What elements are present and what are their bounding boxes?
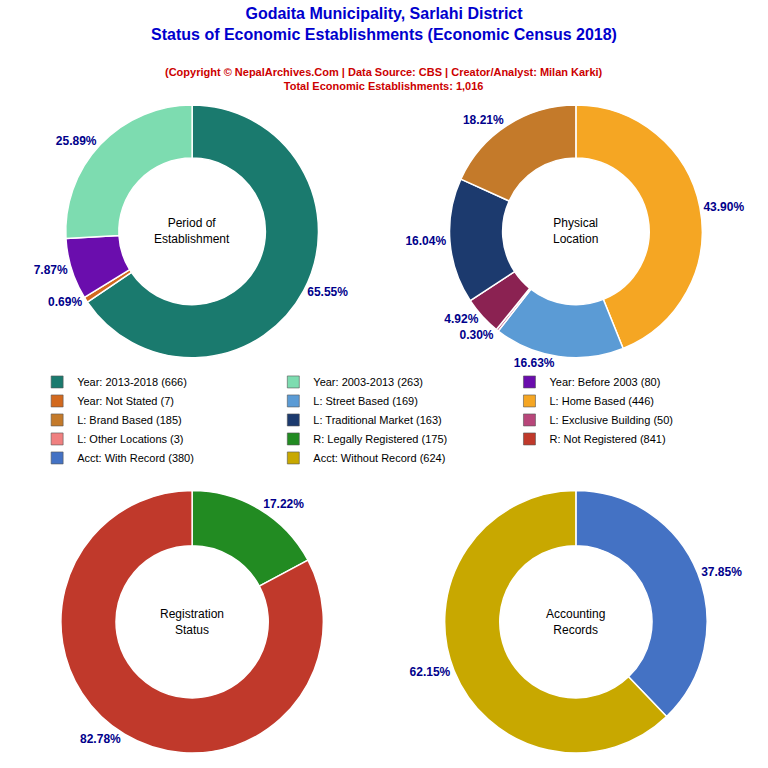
svg-text:7.87%: 7.87% [34, 263, 68, 277]
svg-text:16.63%: 16.63% [514, 356, 555, 370]
svg-text:37.85%: 37.85% [701, 565, 742, 579]
svg-text:0.69%: 0.69% [48, 295, 82, 309]
svg-text:Period ofEstablishment: Period ofEstablishment [154, 216, 230, 246]
svg-text:Year: Not Stated (7): Year: Not Stated (7) [77, 395, 174, 407]
svg-text:43.90%: 43.90% [703, 200, 744, 214]
svg-text:AccountingRecords: AccountingRecords [546, 607, 605, 637]
svg-text:17.22%: 17.22% [263, 497, 304, 511]
svg-text:RegistrationStatus: RegistrationStatus [160, 607, 224, 637]
svg-text:R: Legally Registered (175): R: Legally Registered (175) [313, 433, 447, 445]
svg-text:PhysicalLocation: PhysicalLocation [553, 216, 598, 246]
svg-text:Acct: With Record (380): Acct: With Record (380) [77, 452, 194, 464]
svg-text:L: Street Based (169): L: Street Based (169) [313, 395, 418, 407]
svg-text:Year: 2013-2018 (666): Year: 2013-2018 (666) [77, 376, 187, 388]
svg-text:18.21%: 18.21% [463, 113, 504, 127]
svg-text:16.04%: 16.04% [405, 234, 446, 248]
svg-text:L: Traditional Market (163): L: Traditional Market (163) [313, 414, 441, 426]
svg-text:65.55%: 65.55% [307, 285, 348, 299]
svg-text:0.30%: 0.30% [459, 328, 493, 342]
svg-text:R: Not Registered (841): R: Not Registered (841) [549, 433, 665, 445]
svg-text:(Copyright © NepalArchives.Com: (Copyright © NepalArchives.Com | Data So… [165, 66, 603, 92]
svg-text:62.15%: 62.15% [410, 665, 451, 679]
svg-text:L: Other Locations (3): L: Other Locations (3) [77, 433, 183, 445]
svg-text:25.89%: 25.89% [56, 134, 97, 148]
svg-text:82.78%: 82.78% [80, 732, 121, 746]
svg-text:Year: Before 2003 (80): Year: Before 2003 (80) [549, 376, 660, 388]
svg-text:4.92%: 4.92% [444, 312, 478, 326]
svg-text:Acct: Without Record (624): Acct: Without Record (624) [313, 452, 445, 464]
svg-text:L: Home Based (446): L: Home Based (446) [549, 395, 654, 407]
svg-text:Godaita Municipality, Sarlahi: Godaita Municipality, Sarlahi DistrictSt… [151, 5, 617, 43]
svg-text:L: Exclusive Building (50): L: Exclusive Building (50) [549, 414, 673, 426]
svg-text:Year: 2003-2013 (263): Year: 2003-2013 (263) [313, 376, 423, 388]
svg-text:L: Brand Based (185): L: Brand Based (185) [77, 414, 182, 426]
